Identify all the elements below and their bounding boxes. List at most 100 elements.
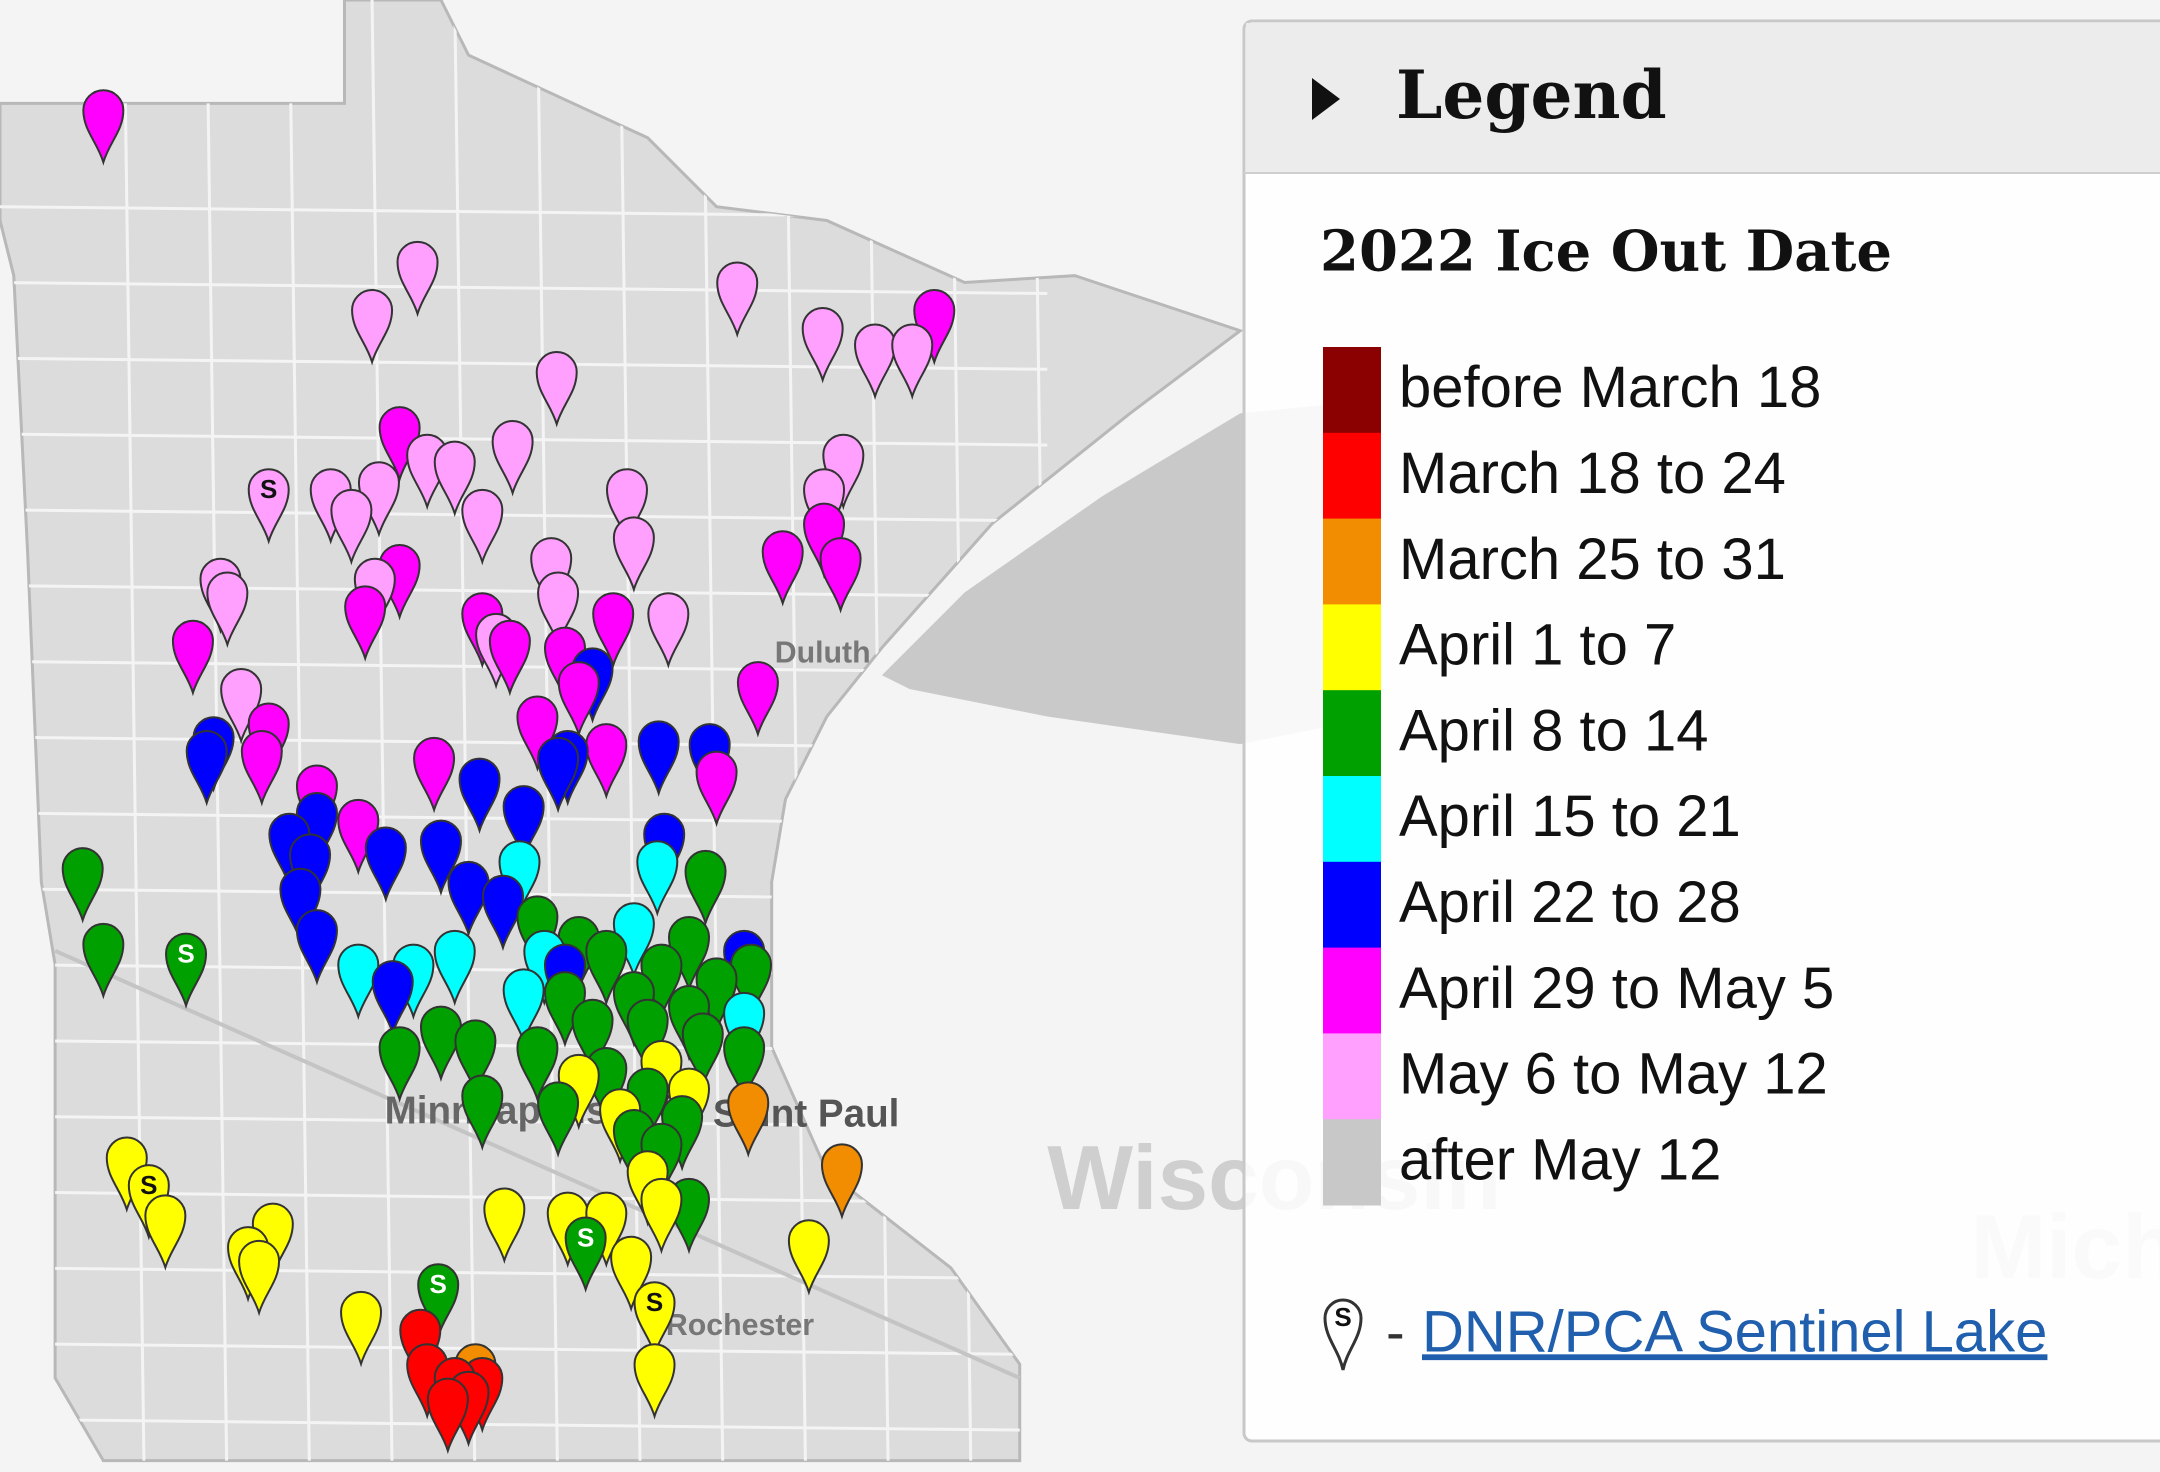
lake-pin bbox=[295, 909, 338, 986]
lake-pin bbox=[727, 1081, 770, 1158]
pin-shape bbox=[736, 661, 779, 738]
lake-pin bbox=[238, 1239, 281, 1317]
pin-shape bbox=[626, 998, 669, 1076]
legend-swatch bbox=[1323, 1033, 1381, 1120]
county-line bbox=[0, 280, 1048, 296]
pin-shape bbox=[605, 468, 648, 545]
header-bar[interactable] bbox=[1246, 23, 2160, 173]
expand-arrow[interactable] bbox=[1312, 78, 1340, 120]
lake-pin: S bbox=[417, 1263, 460, 1340]
panel bbox=[1242, 19, 2160, 1443]
lake-pin bbox=[636, 840, 679, 917]
legend-header-text[interactable]: Legend bbox=[1396, 56, 1667, 134]
pin-shape bbox=[727, 1081, 770, 1158]
pin-shape bbox=[488, 619, 531, 697]
pin-shape bbox=[426, 1377, 469, 1455]
pin-shape bbox=[171, 619, 214, 697]
legend-swatch bbox=[1323, 432, 1381, 520]
pin-shape bbox=[502, 968, 545, 1045]
pin-shape bbox=[633, 1281, 676, 1358]
legend-header[interactable]: Legend bbox=[1244, 23, 2160, 174]
legend-swatch bbox=[1323, 776, 1381, 863]
sentinel-symbol: S bbox=[1334, 1302, 1351, 1332]
lake-pin bbox=[171, 619, 214, 697]
county-line bbox=[0, 508, 1048, 523]
pin-shape bbox=[454, 1019, 497, 1096]
lake-pin bbox=[537, 1081, 580, 1158]
lake-pin bbox=[433, 440, 476, 518]
lake-pin bbox=[454, 1019, 497, 1096]
pin-shape bbox=[351, 289, 394, 366]
lake-pin bbox=[585, 723, 628, 800]
county-line bbox=[453, 0, 477, 1461]
lake-pin bbox=[419, 819, 462, 897]
pin-shape bbox=[716, 261, 759, 338]
lake-pin bbox=[820, 1143, 863, 1220]
lake-pin bbox=[891, 323, 934, 400]
lake-pin bbox=[637, 720, 680, 797]
lake-pin bbox=[61, 847, 104, 924]
pin-shape bbox=[516, 695, 559, 773]
pin-shape bbox=[238, 1239, 281, 1317]
lake-pin bbox=[491, 420, 534, 497]
sentinel-symbol: S bbox=[430, 1269, 447, 1299]
sentinel-symbol: S bbox=[577, 1222, 594, 1252]
legend-item-label: before March 18 bbox=[1399, 355, 1821, 420]
pin-shape bbox=[165, 932, 208, 1010]
place-label: Rochester bbox=[666, 1309, 814, 1342]
county-line bbox=[370, 0, 395, 1461]
legend-panel: Legend 2022 Ice Out Date before March 18 Ma… bbox=[1242, 19, 2160, 1443]
pin-shape bbox=[458, 757, 501, 835]
pin-shape bbox=[82, 923, 125, 1000]
pin-shape bbox=[610, 1235, 653, 1313]
pin-shape bbox=[516, 1026, 559, 1103]
lake-pin: S bbox=[633, 1281, 676, 1358]
lake-pin: S bbox=[564, 1216, 607, 1293]
pin-shape bbox=[295, 909, 338, 986]
pin-shape bbox=[371, 960, 414, 1037]
sentinel-link[interactable]: DNR/PCA Sentinel Lake bbox=[1422, 1299, 2047, 1364]
legend-swatch bbox=[1323, 518, 1381, 605]
legend-item-label: March 18 to 24 bbox=[1399, 441, 1786, 506]
pin-shape bbox=[61, 847, 104, 924]
lake-pin bbox=[330, 488, 373, 566]
lake-pin bbox=[378, 1026, 421, 1103]
sentinel-icon: S bbox=[1323, 1298, 1363, 1371]
pin-shape bbox=[340, 1290, 383, 1368]
pin-shape bbox=[854, 323, 897, 400]
pin-shape bbox=[417, 1263, 460, 1340]
pin-shape bbox=[364, 826, 407, 903]
pin-shape bbox=[585, 929, 628, 1007]
pin-shape bbox=[247, 468, 290, 545]
lake-pin bbox=[206, 571, 249, 649]
pin-shape bbox=[537, 736, 580, 814]
river bbox=[54, 948, 1021, 1380]
pin-shape bbox=[612, 516, 655, 593]
sentinel-symbol: S bbox=[260, 474, 277, 504]
lake-pin bbox=[82, 89, 125, 166]
pin-shape bbox=[461, 1074, 504, 1151]
pin-shape bbox=[633, 1343, 676, 1420]
pin-shape bbox=[433, 929, 476, 1007]
lake-pin bbox=[684, 849, 727, 927]
lake-pin bbox=[461, 1074, 504, 1151]
pin-shape bbox=[637, 720, 680, 797]
lake-pin bbox=[787, 1219, 830, 1296]
place-label: Duluth bbox=[775, 637, 871, 670]
lake-pin bbox=[488, 619, 531, 697]
lake-pin bbox=[461, 488, 504, 566]
pin-shape bbox=[396, 240, 439, 318]
sentinel-symbol: S bbox=[140, 1170, 157, 1200]
lake-pin bbox=[516, 695, 559, 773]
lake-pin bbox=[185, 730, 228, 807]
pin-shape bbox=[592, 592, 635, 669]
legend-swatch bbox=[1323, 347, 1381, 434]
pin-shape bbox=[787, 1219, 830, 1296]
pin-shape bbox=[537, 1081, 580, 1158]
county-line bbox=[287, 0, 312, 1461]
legend-swatch bbox=[1323, 861, 1381, 949]
pin-shape bbox=[185, 730, 228, 807]
pin-shape bbox=[647, 592, 690, 669]
pin-shape bbox=[279, 867, 322, 945]
